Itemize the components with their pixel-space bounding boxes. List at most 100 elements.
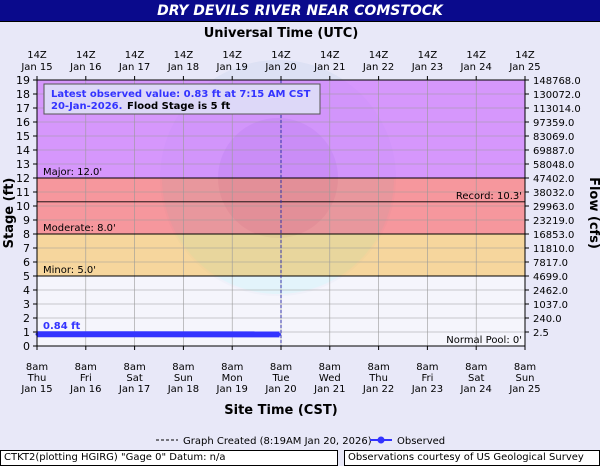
x-top-tick-label: 14Z bbox=[418, 50, 438, 61]
x-tick-label: Jan 23 bbox=[411, 384, 443, 395]
x-tick-label: Jan 15 bbox=[20, 384, 52, 395]
legend-observed-label: Observed bbox=[397, 436, 445, 447]
flow-tick-label: 2462.0 bbox=[533, 286, 568, 297]
observed-point bbox=[278, 333, 281, 336]
legend-observed-marker bbox=[378, 437, 385, 444]
flow-tick-label: 2.5 bbox=[533, 328, 549, 339]
x-top-tick-label: Jan 23 bbox=[411, 62, 443, 73]
x-top-tick-label: 14Z bbox=[27, 50, 47, 61]
y-tick-label: 5 bbox=[23, 270, 30, 283]
flow-tick-label: 38032.0 bbox=[533, 188, 574, 199]
x-tick-label: 8am bbox=[75, 362, 97, 373]
flow-tick-label: 29963.0 bbox=[533, 202, 574, 213]
x-top-tick-label: 14Z bbox=[515, 50, 535, 61]
x-tick-label: Fri bbox=[80, 373, 92, 384]
x-top-tick-label: 14Z bbox=[320, 50, 340, 61]
threshold-label: Major: 12.0' bbox=[43, 167, 102, 178]
x-top-tick-label: 14Z bbox=[271, 50, 291, 61]
observed-value-label: 0.84 ft bbox=[43, 321, 81, 332]
x-top-tick-label: Jan 22 bbox=[362, 62, 394, 73]
x-tick-label: Sun bbox=[174, 373, 193, 384]
x-tick-label: 8am bbox=[416, 362, 438, 373]
flow-tick-label: 69887.0 bbox=[533, 146, 574, 157]
flow-tick-label: 83069.0 bbox=[533, 132, 574, 143]
y-tick-label: 13 bbox=[16, 158, 30, 171]
x-tick-label: Jan 22 bbox=[362, 384, 394, 395]
x-top-tick-label: 14Z bbox=[466, 50, 486, 61]
flow-tick-label: 1037.0 bbox=[533, 300, 568, 311]
x-tick-label: Sat bbox=[126, 373, 142, 384]
x-top-tick-label: 14Z bbox=[222, 50, 242, 61]
x-tick-label: Jan 19 bbox=[216, 384, 248, 395]
x-top-tick-label: Jan 21 bbox=[313, 62, 345, 73]
flow-tick-label: 97359.0 bbox=[533, 118, 574, 129]
threshold-label: Record: 10.3' bbox=[456, 191, 522, 202]
x-tick-label: 8am bbox=[123, 362, 145, 373]
y-tick-label: 1 bbox=[23, 326, 30, 339]
flow-tick-label: 11810.0 bbox=[533, 244, 574, 255]
x-tick-label: Jan 16 bbox=[69, 384, 101, 395]
x-top-tick-label: Jan 19 bbox=[216, 62, 248, 73]
x-tick-label: Fri bbox=[421, 373, 433, 384]
x-tick-label: Sun bbox=[515, 373, 534, 384]
footer-credit: Observations courtesy of US Geological S… bbox=[344, 450, 600, 466]
x-top-tick-label: Jan 16 bbox=[69, 62, 101, 73]
flow-tick-label: 148768.0 bbox=[533, 76, 581, 87]
y-tick-label: 3 bbox=[23, 298, 30, 311]
flow-tick-label: 7817.0 bbox=[533, 258, 568, 269]
threshold-label: Minor: 5.0' bbox=[43, 265, 96, 276]
x-tick-label: 8am bbox=[270, 362, 292, 373]
x-top-tick-label: Jan 15 bbox=[20, 62, 52, 73]
y-tick-label: 8 bbox=[23, 228, 30, 241]
x-tick-label: 8am bbox=[172, 362, 194, 373]
x-top-tick-label: Jan 25 bbox=[508, 62, 540, 73]
latest-value-flood-stage: Flood Stage is 5 ft bbox=[127, 101, 230, 112]
y-tick-label: 2 bbox=[23, 312, 30, 325]
x-tick-label: Tue bbox=[271, 373, 289, 384]
y-tick-label: 14 bbox=[16, 144, 30, 157]
threshold-label: Normal Pool: 0' bbox=[446, 335, 522, 346]
x-top-tick-label: Jan 20 bbox=[264, 62, 296, 73]
x-tick-label: 8am bbox=[319, 362, 341, 373]
y-tick-label: 9 bbox=[23, 214, 30, 227]
y-tick-label: 17 bbox=[16, 102, 30, 115]
flow-tick-label: 130072.0 bbox=[533, 90, 581, 101]
x-tick-label: Jan 18 bbox=[167, 384, 199, 395]
x-top-tick-label: Jan 18 bbox=[167, 62, 199, 73]
x-tick-label: Jan 21 bbox=[313, 384, 345, 395]
x-top-tick-label: 14Z bbox=[125, 50, 145, 61]
flow-tick-label: 23219.0 bbox=[533, 216, 574, 227]
y-axis-title: Stage (ft) bbox=[2, 178, 17, 249]
top-axis-title: Universal Time (UTC) bbox=[204, 26, 359, 41]
y-tick-label: 12 bbox=[16, 172, 30, 185]
x-top-tick-label: Jan 24 bbox=[460, 62, 492, 73]
x-tick-label: Jan 25 bbox=[508, 384, 540, 395]
flow-tick-label: 16853.0 bbox=[533, 230, 574, 241]
x-top-tick-label: 14Z bbox=[369, 50, 389, 61]
flow-tick-label: 240.0 bbox=[533, 314, 562, 325]
latest-value-date: 20-Jan-2026. bbox=[51, 101, 122, 112]
x-tick-label: Thu bbox=[368, 373, 388, 384]
latest-value-line1: Latest observed value: 0.83 ft at 7:15 A… bbox=[51, 89, 311, 100]
y-tick-label: 10 bbox=[16, 200, 30, 213]
y-tick-label: 6 bbox=[23, 256, 30, 269]
x-tick-label: 8am bbox=[221, 362, 243, 373]
x-tick-label: Jan 17 bbox=[118, 384, 150, 395]
threshold-label: Moderate: 8.0' bbox=[43, 223, 116, 234]
y-tick-label: 15 bbox=[16, 130, 30, 143]
y-tick-label: 16 bbox=[16, 116, 30, 129]
x-top-tick-label: Jan 17 bbox=[118, 62, 150, 73]
legend-created-label: Graph Created (8:19AM Jan 20, 2026) bbox=[183, 436, 372, 447]
x-tick-label: Jan 20 bbox=[264, 384, 296, 395]
x-axis-title: Site Time (CST) bbox=[224, 403, 337, 418]
footer-datum: CTKT2(plotting HGIRG) "Gage 0" Datum: n/… bbox=[0, 450, 338, 466]
x-tick-label: 8am bbox=[465, 362, 487, 373]
y-tick-label: 7 bbox=[23, 242, 30, 255]
x-tick-label: Sat bbox=[468, 373, 484, 384]
flow-tick-label: 47402.0 bbox=[533, 174, 574, 185]
flow-tick-label: 58048.0 bbox=[533, 160, 574, 171]
x-tick-label: 8am bbox=[367, 362, 389, 373]
x-tick-label: Thu bbox=[27, 373, 47, 384]
x-tick-label: 8am bbox=[26, 362, 48, 373]
